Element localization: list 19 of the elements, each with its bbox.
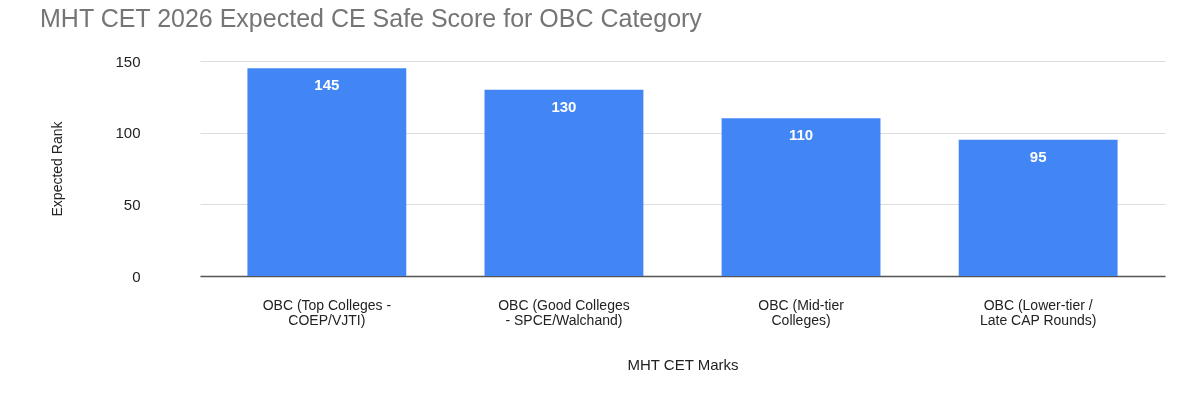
y-axis-title: Expected Rank (49, 120, 66, 217)
y-tick-label: 100 (115, 124, 141, 142)
data-label: 95 (1029, 147, 1047, 165)
data-label: 145 (314, 76, 340, 94)
y-tick-label: 0 (132, 267, 141, 285)
x-tick-label: OBC (Good Colleges - SPCE/Walchand) (498, 296, 630, 328)
y-tick-label: 150 (115, 52, 141, 70)
data-label: 110 (788, 126, 814, 144)
bar (247, 68, 407, 276)
bar (721, 118, 881, 276)
x-tick-label: OBC (Top Colleges - COEP/VJTI) (262, 296, 392, 328)
bar (958, 139, 1118, 276)
chart-title: MHT CET 2026 Expected CE Safe Score for OBC Category (40, 4, 703, 32)
data-label: 130 (551, 97, 577, 115)
x-tick-label: OBC (Lower-tier / Late CAP Rounds) (979, 296, 1097, 328)
x-axis-title: MHT CET Marks (627, 355, 739, 373)
x-tick-label: OBC (Mid-tier Colleges) (758, 296, 845, 328)
bar (484, 89, 644, 276)
y-tick-label: 50 (123, 195, 141, 213)
